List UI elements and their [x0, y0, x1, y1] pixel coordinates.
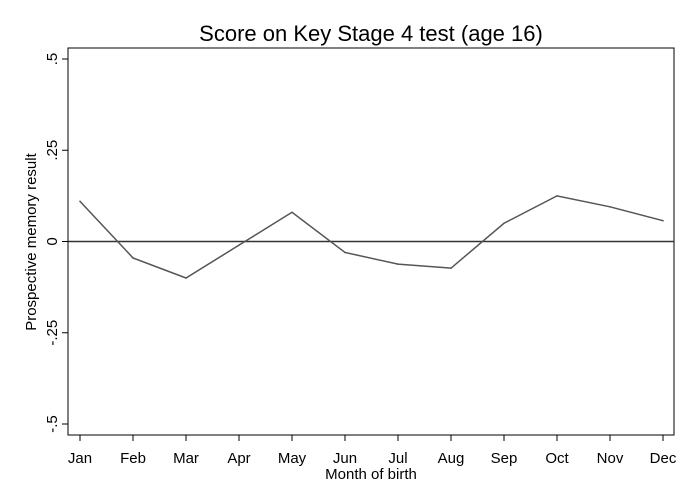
data-point-oct — [556, 195, 558, 197]
data-point-mar — [185, 277, 187, 279]
x-axis: Jan Feb Mar Apr May Jun Jul Aug Sep Oct Nov Dec — [68, 435, 677, 467]
x-tick-label: Feb — [120, 450, 146, 467]
y-tick-label: -.5 — [44, 415, 61, 433]
data-point-sep — [503, 222, 505, 225]
x-tick-label: Nov — [597, 450, 624, 467]
x-tick-label: Jun — [333, 450, 357, 467]
y-tick-label: -.25 — [44, 320, 61, 346]
x-tick-label: Oct — [545, 450, 569, 467]
y-tick-label: .25 — [44, 140, 61, 161]
series-line — [79, 195, 664, 279]
data-point-jul — [397, 263, 399, 265]
x-tick-label: Apr — [227, 450, 250, 467]
x-tick-label: Jan — [68, 450, 92, 467]
data-point-aug — [450, 267, 452, 269]
y-tick-label: .5 — [44, 53, 61, 66]
data-point-feb — [132, 257, 134, 259]
y-tick-label: 0 — [44, 237, 61, 245]
x-tick-label: Dec — [650, 450, 677, 467]
chart-title: Score on Key Stage 4 test (age 16) — [199, 21, 543, 46]
y-axis: -.5 -.25 0 .25 .5 — [44, 53, 68, 433]
x-tick-label: Mar — [173, 450, 199, 467]
x-tick-label: May — [278, 450, 307, 467]
data-point-dec — [662, 219, 664, 222]
y-axis-label: Prospective memory result — [23, 152, 40, 330]
data-point-may — [291, 211, 293, 214]
data-point-jun — [344, 251, 346, 254]
data-point-nov — [609, 206, 611, 208]
data-point-apr — [238, 244, 240, 246]
x-axis-label: Month of birth — [325, 466, 417, 483]
x-tick-label: Jul — [388, 450, 407, 467]
data-point-jan — [79, 200, 81, 203]
x-tick-label: Aug — [438, 450, 465, 467]
x-tick-label: Sep — [491, 450, 518, 467]
